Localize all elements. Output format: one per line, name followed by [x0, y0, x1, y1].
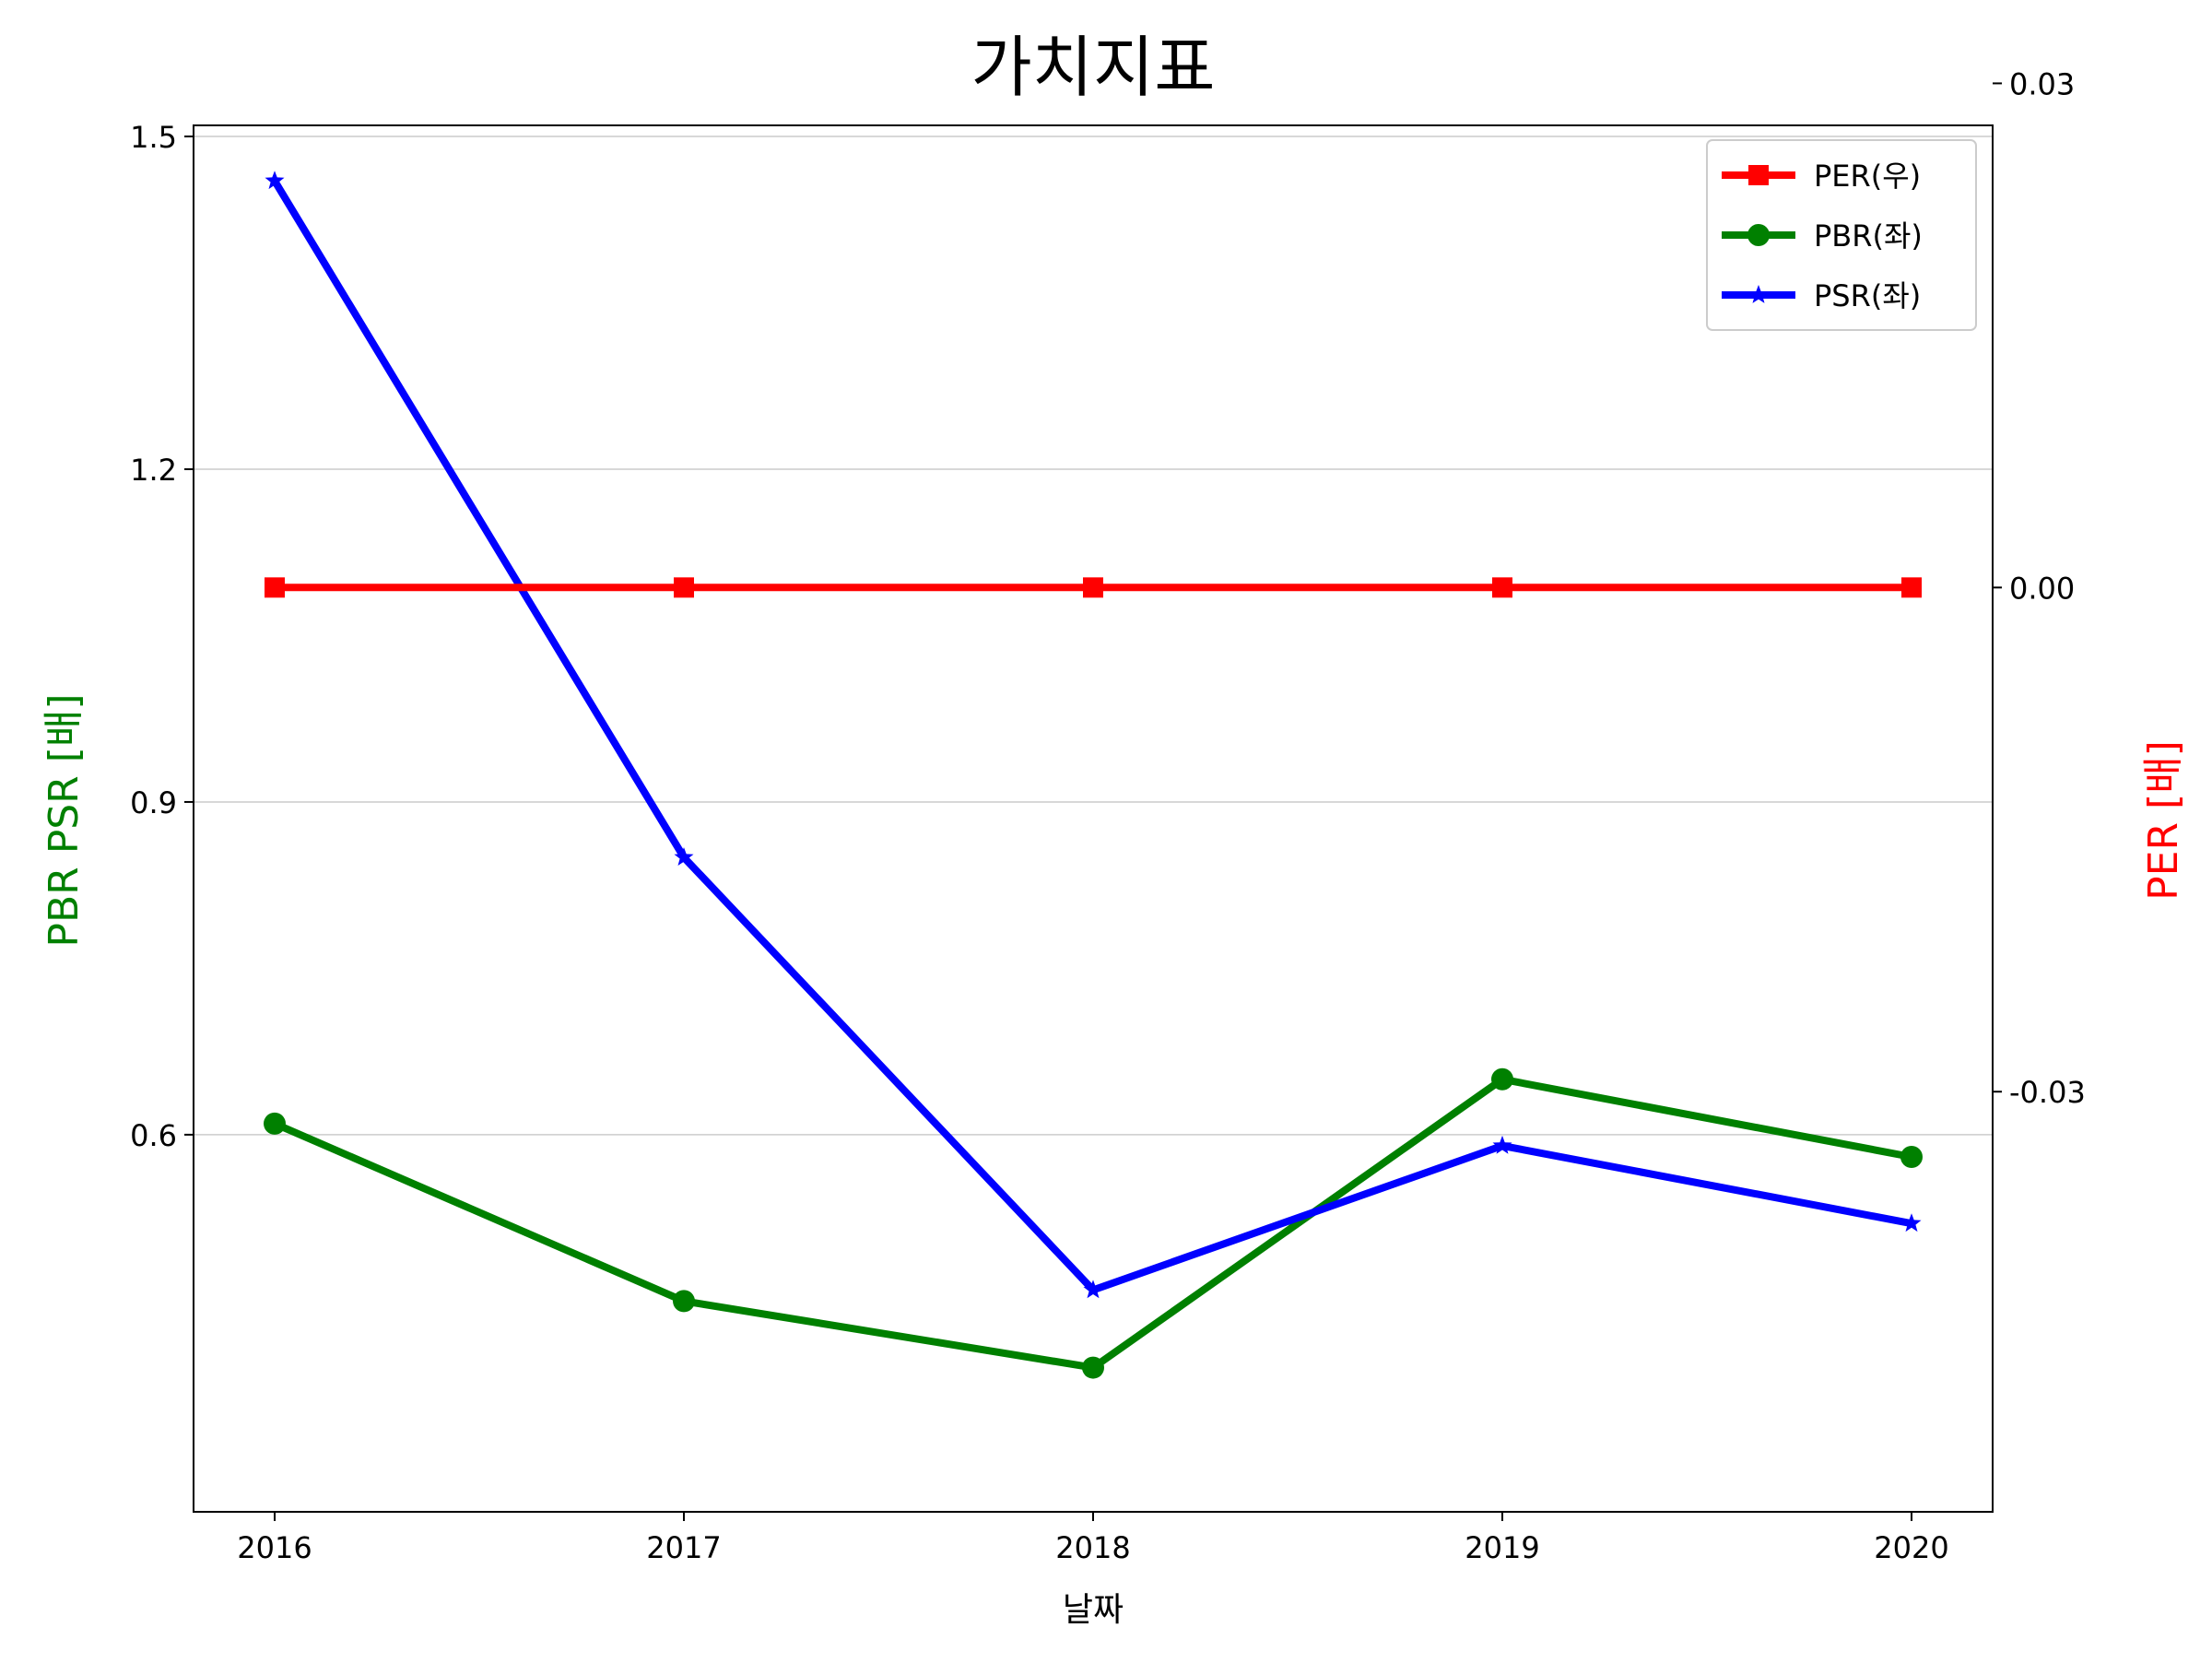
data-point-pbr [1491, 1067, 1513, 1091]
data-point-psr [1083, 1280, 1103, 1299]
legend-label-per: PER(우) [1814, 159, 1921, 194]
legend-marker-psr [1748, 285, 1769, 303]
x-tick-label: 2016 [237, 1530, 312, 1565]
x-axis-label: 날짜 [1063, 1591, 1124, 1629]
plot-frame [193, 124, 1994, 1513]
y-left-tick-label: 0.6 [130, 1118, 177, 1153]
y-left-tick-label: 0.9 [130, 785, 177, 820]
legend-marker-pbr [1747, 224, 1770, 246]
x-tick-label: 2019 [1465, 1530, 1539, 1565]
data-point-per [1901, 577, 1922, 598]
data-point-per [1083, 577, 1103, 598]
legend-box [1706, 139, 1977, 331]
x-tick-label: 2018 [1055, 1530, 1130, 1565]
plot-area [264, 171, 1923, 1379]
data-point-pbr [673, 1290, 695, 1313]
data-point-psr [1901, 1213, 1922, 1233]
x-tick-label: 2020 [1874, 1530, 1948, 1565]
x-tick-label: 2017 [646, 1530, 721, 1565]
axis-ticks: 0.6 0.9 1.2 1.5 -0.03 0.00 0.03 2016 2017 2018 201… [130, 66, 2086, 1565]
y-right-tick-label: 0.00 [2009, 571, 2075, 606]
legend-label-psr: PSR(좌) [1814, 278, 1921, 313]
legend-label-pbr: PBR(좌) [1814, 218, 1923, 254]
y-right-tick-label: -0.03 [2009, 1075, 2086, 1110]
gridlines [194, 136, 1993, 1136]
data-point-pbr [264, 1112, 286, 1135]
y-right-tick-label: 0.03 [2009, 66, 2075, 101]
data-point-per [1492, 577, 1512, 598]
y-axis-label-left: PBR PSR [배] [41, 693, 88, 947]
data-point-per [674, 577, 694, 598]
data-point-pbr [1900, 1145, 1923, 1168]
legend-marker-per [1748, 165, 1769, 185]
y-left-tick-label: 1.2 [130, 453, 177, 488]
data-point-psr [674, 847, 694, 866]
data-point-per [265, 577, 285, 598]
chart-title: 가치지표 [971, 29, 1216, 106]
data-point-psr [1492, 1135, 1512, 1154]
y-axis-label-right: PER [배] [2140, 740, 2187, 901]
data-point-pbr [1082, 1356, 1104, 1379]
legend: PER(우) PBR(좌) PSR(좌) [1706, 139, 1977, 331]
y-left-tick-label: 1.5 [130, 120, 177, 155]
data-point-psr [265, 171, 285, 190]
